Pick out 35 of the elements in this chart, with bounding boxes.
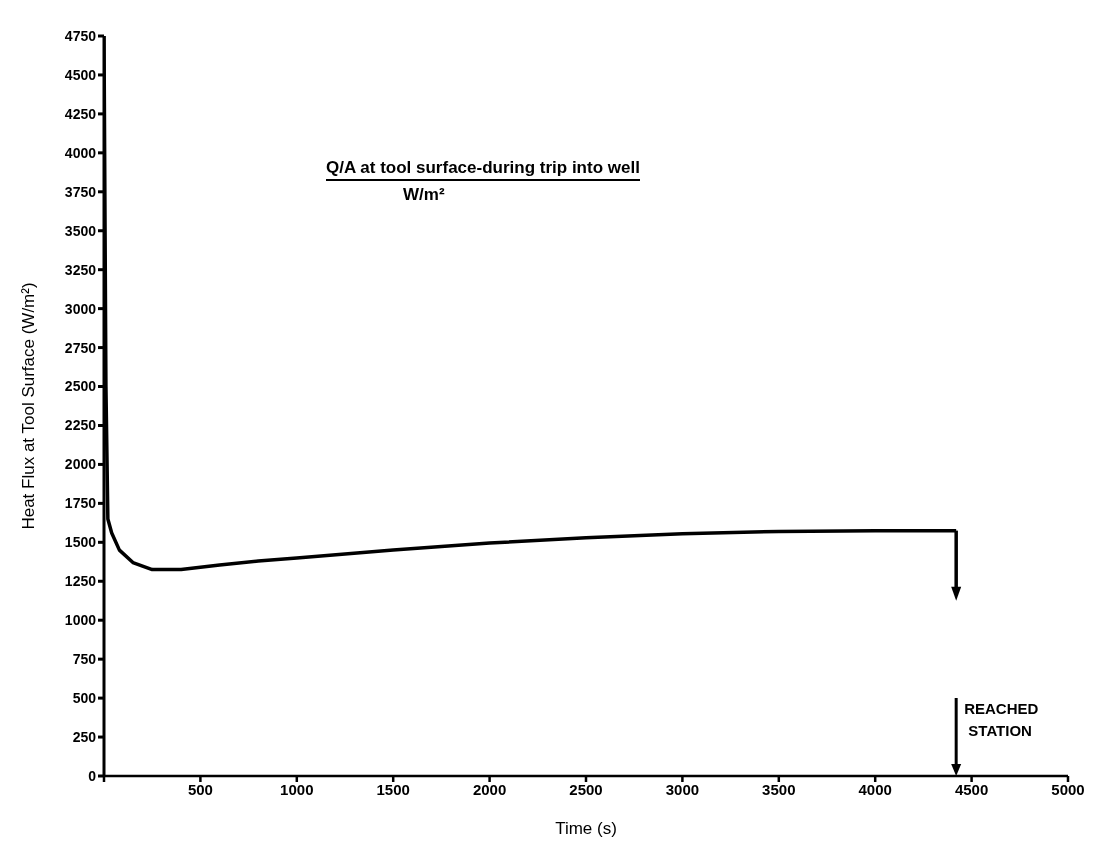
y-tick-label: 1250 xyxy=(64,573,97,590)
y-tick-label: 750 xyxy=(72,651,97,668)
y-tick-label: 1750 xyxy=(64,495,97,512)
y-tick-label: 4250 xyxy=(64,105,97,122)
x-tick-label: 4000 xyxy=(858,780,892,798)
y-tick-label: 3250 xyxy=(64,261,97,278)
y-tick-label: 250 xyxy=(72,729,97,746)
y-tick-label: 3000 xyxy=(64,300,97,317)
y-tick-label: 2250 xyxy=(64,417,97,434)
text: Q/A at tool surface-during trip into well xyxy=(326,158,640,181)
y-axis-title: Heat Flux at Tool Surface (W/m²) xyxy=(19,282,39,530)
x-axis-title: Time (s) xyxy=(555,819,617,838)
x-tick-label: 3500 xyxy=(762,780,796,798)
annotation: REACHED STATION xyxy=(964,700,1039,739)
x-tick-label: 2000 xyxy=(472,780,507,798)
y-tick-label: 3750 xyxy=(64,183,97,200)
y-tick-label: 500 xyxy=(72,690,97,707)
x-tick-label: 5000 xyxy=(1051,780,1085,798)
y-tick-label: 1000 xyxy=(64,612,97,629)
y-tick-label: 2750 xyxy=(64,339,97,356)
x-tick-label: 2500 xyxy=(569,780,603,798)
x-tick-label: 3000 xyxy=(665,780,700,798)
x-tick-label: 500 xyxy=(187,780,213,798)
y-tick-label: 4000 xyxy=(64,144,97,161)
x-tick-label: 4500 xyxy=(954,780,989,798)
y-tick-label: 0 xyxy=(88,767,97,784)
text: W/m² xyxy=(403,185,445,205)
y-tick-label: 2000 xyxy=(64,456,97,473)
y-tick-label: 4500 xyxy=(64,66,97,83)
y-tick-label: 1500 xyxy=(64,534,97,551)
y-tick-label: 4750 xyxy=(64,27,97,44)
x-tick-label: 1000 xyxy=(280,780,314,798)
x-tick-label: 1500 xyxy=(376,780,410,798)
y-tick-label: 2500 xyxy=(64,378,97,395)
y-tick-label: 3500 xyxy=(64,222,97,239)
